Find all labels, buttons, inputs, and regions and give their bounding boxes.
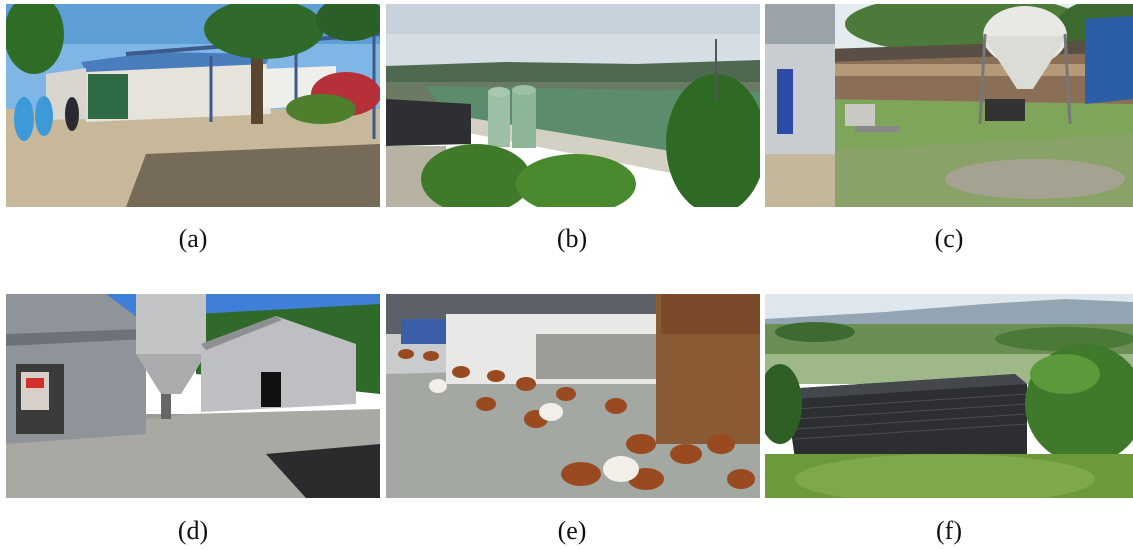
panel-label-c: (c) — [934, 224, 964, 253]
photo-panel-e — [386, 294, 760, 498]
panel-label-b: (b) — [556, 224, 588, 253]
panel-label-e: (e) — [557, 516, 587, 545]
poultry-houses-photo — [386, 4, 760, 207]
photo-panel-c — [765, 4, 1133, 207]
photo-panel-f — [765, 294, 1133, 498]
photo-panel-d — [6, 294, 380, 498]
poultry-house-silo-photo — [765, 4, 1133, 207]
panel-label-a: (a) — [178, 224, 208, 253]
chickens-yard-photo — [386, 294, 760, 498]
farm-yard-photo — [6, 4, 380, 207]
photo-panel-a — [6, 4, 380, 207]
photo-panel-b — [386, 4, 760, 207]
panel-label-f: (f) — [936, 516, 962, 545]
panel-label-d: (d) — [177, 516, 209, 545]
greenhouse-landscape-photo — [765, 294, 1133, 498]
metal-poultry-house-photo — [6, 294, 380, 498]
